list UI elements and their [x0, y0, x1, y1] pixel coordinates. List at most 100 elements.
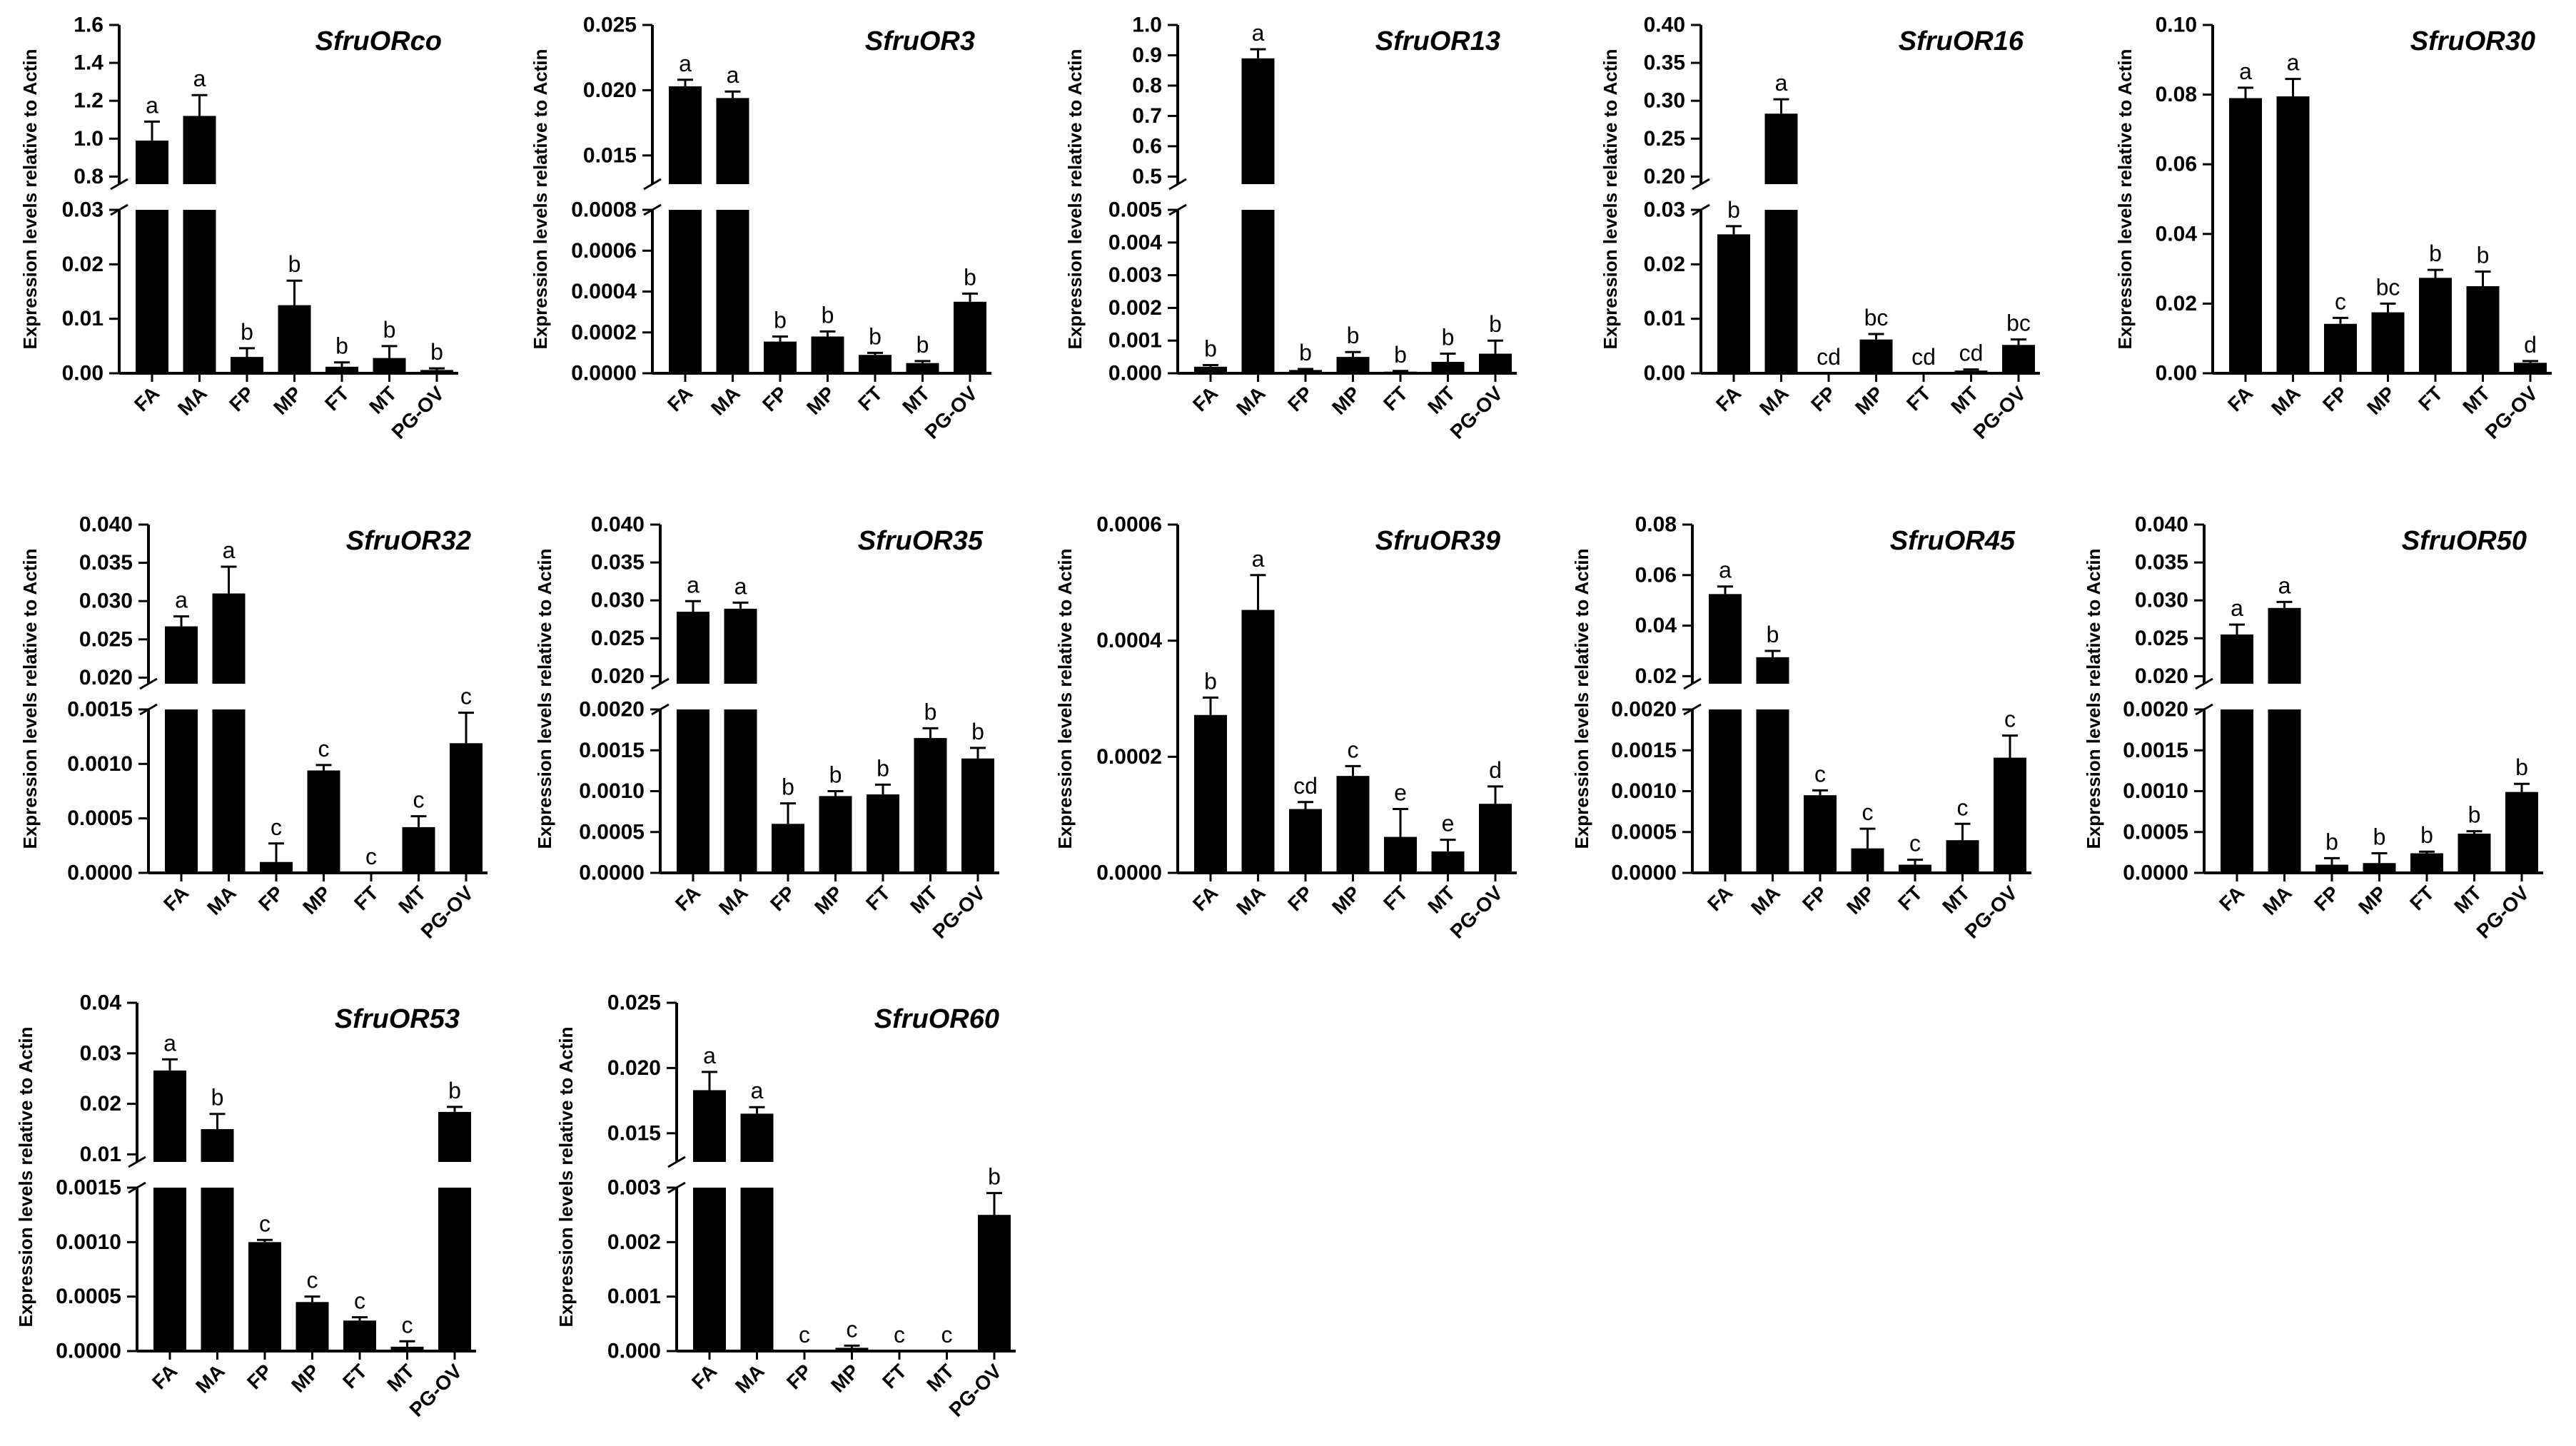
- category-label-ft: FT: [2405, 881, 2438, 914]
- bar-mt: [914, 738, 947, 873]
- significance-letter-pg-ov: d: [1489, 757, 1502, 783]
- category-label-mt: MT: [922, 1360, 959, 1396]
- bar-fp: [1289, 370, 1322, 373]
- y-tick-label: 0.8: [74, 165, 103, 188]
- significance-letter-mt: e: [1442, 811, 1455, 836]
- category-label-fa: FA: [2223, 382, 2257, 415]
- y-tick-label: 0.020: [79, 666, 133, 689]
- category-label-ma: MA: [203, 881, 241, 919]
- y-tick-label: 0.025: [79, 627, 133, 651]
- axis-break-mark: [1168, 178, 1187, 191]
- y-tick-label: 0.025: [2135, 627, 2188, 650]
- significance-letter-fp: c: [2335, 288, 2346, 314]
- y-tick-label: 0.035: [2135, 551, 2188, 575]
- y-tick-label: 0.0000: [2123, 861, 2188, 885]
- category-label-pg-ov: PG-OV: [2481, 382, 2542, 443]
- bar-pg-ov: [978, 1215, 1011, 1351]
- bar-fa-lower: [2221, 709, 2253, 873]
- y-axis-label: Expression levels relative to Actin: [2083, 549, 2104, 849]
- y-tick-label: 0.00: [62, 362, 103, 385]
- significance-letter-ft: c: [894, 1322, 905, 1348]
- axis-break-mark: [643, 178, 662, 191]
- y-tick-label: 0.8: [1132, 74, 1162, 97]
- bar-fp: [772, 824, 804, 873]
- significance-letter-mp: c: [1862, 799, 1874, 825]
- significance-letter-ft: b: [1394, 342, 1407, 368]
- significance-letter-fp: c: [1814, 761, 1826, 787]
- significance-letter-pg-ov: b: [1489, 311, 1502, 337]
- chart-panel-sfruor16: SfruOR16 Expression levels relative to Ac…: [1600, 14, 2040, 443]
- significance-letter-ft: c: [1909, 831, 1921, 856]
- significance-letter-pg-ov: c: [2004, 707, 2016, 732]
- significance-letter-fa: a: [175, 587, 188, 613]
- significance-letter-fa: b: [1204, 668, 1217, 694]
- category-label-fa: FA: [671, 881, 704, 915]
- bar-fa-lower: [165, 709, 198, 873]
- bar-mp: [278, 305, 311, 373]
- category-label-pg-ov: PG-OV: [2473, 881, 2534, 943]
- y-tick-label: 0.08: [1635, 513, 1677, 537]
- bar-mp: [819, 796, 852, 873]
- bar-fp: [2324, 323, 2357, 373]
- bar-ma-lower: [1756, 709, 1789, 873]
- y-tick-label: 0.04: [1635, 614, 1677, 637]
- significance-letter-pg-ov: d: [2524, 332, 2537, 358]
- bar-mt: [2458, 834, 2491, 873]
- y-tick-label: 0.030: [79, 590, 133, 613]
- category-label-fp: FP: [2310, 881, 2343, 915]
- y-tick-label: 0.0010: [2123, 779, 2188, 803]
- bar-pg-ov: [420, 370, 453, 373]
- bar-fa-lower: [136, 210, 168, 373]
- significance-letter-mt: b: [383, 317, 396, 343]
- y-tick-label: 0.0005: [56, 1285, 121, 1308]
- significance-letter-fp: cd: [1293, 773, 1318, 799]
- bar-mp: [1336, 776, 1370, 873]
- category-label-ft: FT: [338, 1360, 371, 1392]
- bar-ma-lower: [724, 709, 757, 873]
- y-tick-label: 0.0000: [1096, 861, 1162, 885]
- category-label-fp: FP: [254, 881, 288, 915]
- category-label-mp: MP: [1842, 881, 1879, 919]
- bar-fp: [231, 357, 263, 373]
- significance-letter-fa: a: [146, 92, 158, 118]
- chart-panel-sfruor30: SfruOR30 Expression levels relative to Ac…: [2114, 14, 2552, 443]
- category-label-fp: FP: [758, 382, 792, 415]
- significance-letter-mp: bc: [2376, 274, 2400, 300]
- chart-panel-sfruor3: SfruOR3 Expression levels relative to Act…: [530, 14, 991, 443]
- category-label-pg-ov: PG-OV: [921, 382, 982, 443]
- bar-ma-lower: [201, 1188, 234, 1351]
- bar-ma-lower: [212, 709, 246, 873]
- y-tick-label: 0.0020: [1611, 698, 1677, 722]
- chart-title: SfruOR35: [858, 526, 984, 556]
- significance-letter-mt: c: [941, 1322, 953, 1348]
- chart-panel-sfruor50: SfruOR50 Expression levels relative to Ac…: [2083, 513, 2543, 943]
- category-label-ft: FT: [1902, 382, 1935, 415]
- y-tick-label: 0.7: [1132, 104, 1162, 128]
- chart-panel-sfruor45: SfruOR45 Expression levels relative to Ac…: [1571, 513, 2031, 943]
- y-tick-label: 0.02: [1635, 664, 1677, 688]
- chart-title: SfruORco: [315, 26, 442, 56]
- y-tick-label: 0.0005: [2123, 820, 2188, 844]
- significance-letter-ma: a: [2278, 572, 2291, 598]
- y-tick-label: 0.6: [1132, 134, 1162, 158]
- bar-ma: [2276, 96, 2310, 374]
- significance-letter-ma: a: [751, 1078, 764, 1103]
- chart-panel-sfruor35: SfruOR35 Expression levels relative to Ac…: [534, 513, 999, 943]
- significance-letter-fa: a: [703, 1043, 716, 1068]
- category-label-fp: FP: [766, 881, 799, 915]
- category-label-ft: FT: [320, 382, 353, 415]
- y-tick-label: 0.025: [591, 627, 645, 650]
- bar-fa: [1194, 366, 1227, 373]
- y-tick-label: 0.000: [1108, 362, 1162, 385]
- significance-letter-fp: b: [1299, 340, 1312, 365]
- category-label-mt: MT: [1946, 382, 1983, 418]
- significance-letter-mp: c: [318, 736, 330, 762]
- bar-ma-lower: [2268, 709, 2301, 873]
- y-tick-label: 0.0002: [1096, 745, 1162, 769]
- y-tick-label: 0.04: [2156, 222, 2198, 246]
- chart-title: SfruOR60: [874, 1004, 999, 1034]
- bar-ft: [325, 366, 358, 373]
- significance-letter-fp: c: [799, 1322, 810, 1348]
- bar-mt: [1431, 361, 1465, 373]
- y-tick-label: 0.02: [2156, 292, 2197, 315]
